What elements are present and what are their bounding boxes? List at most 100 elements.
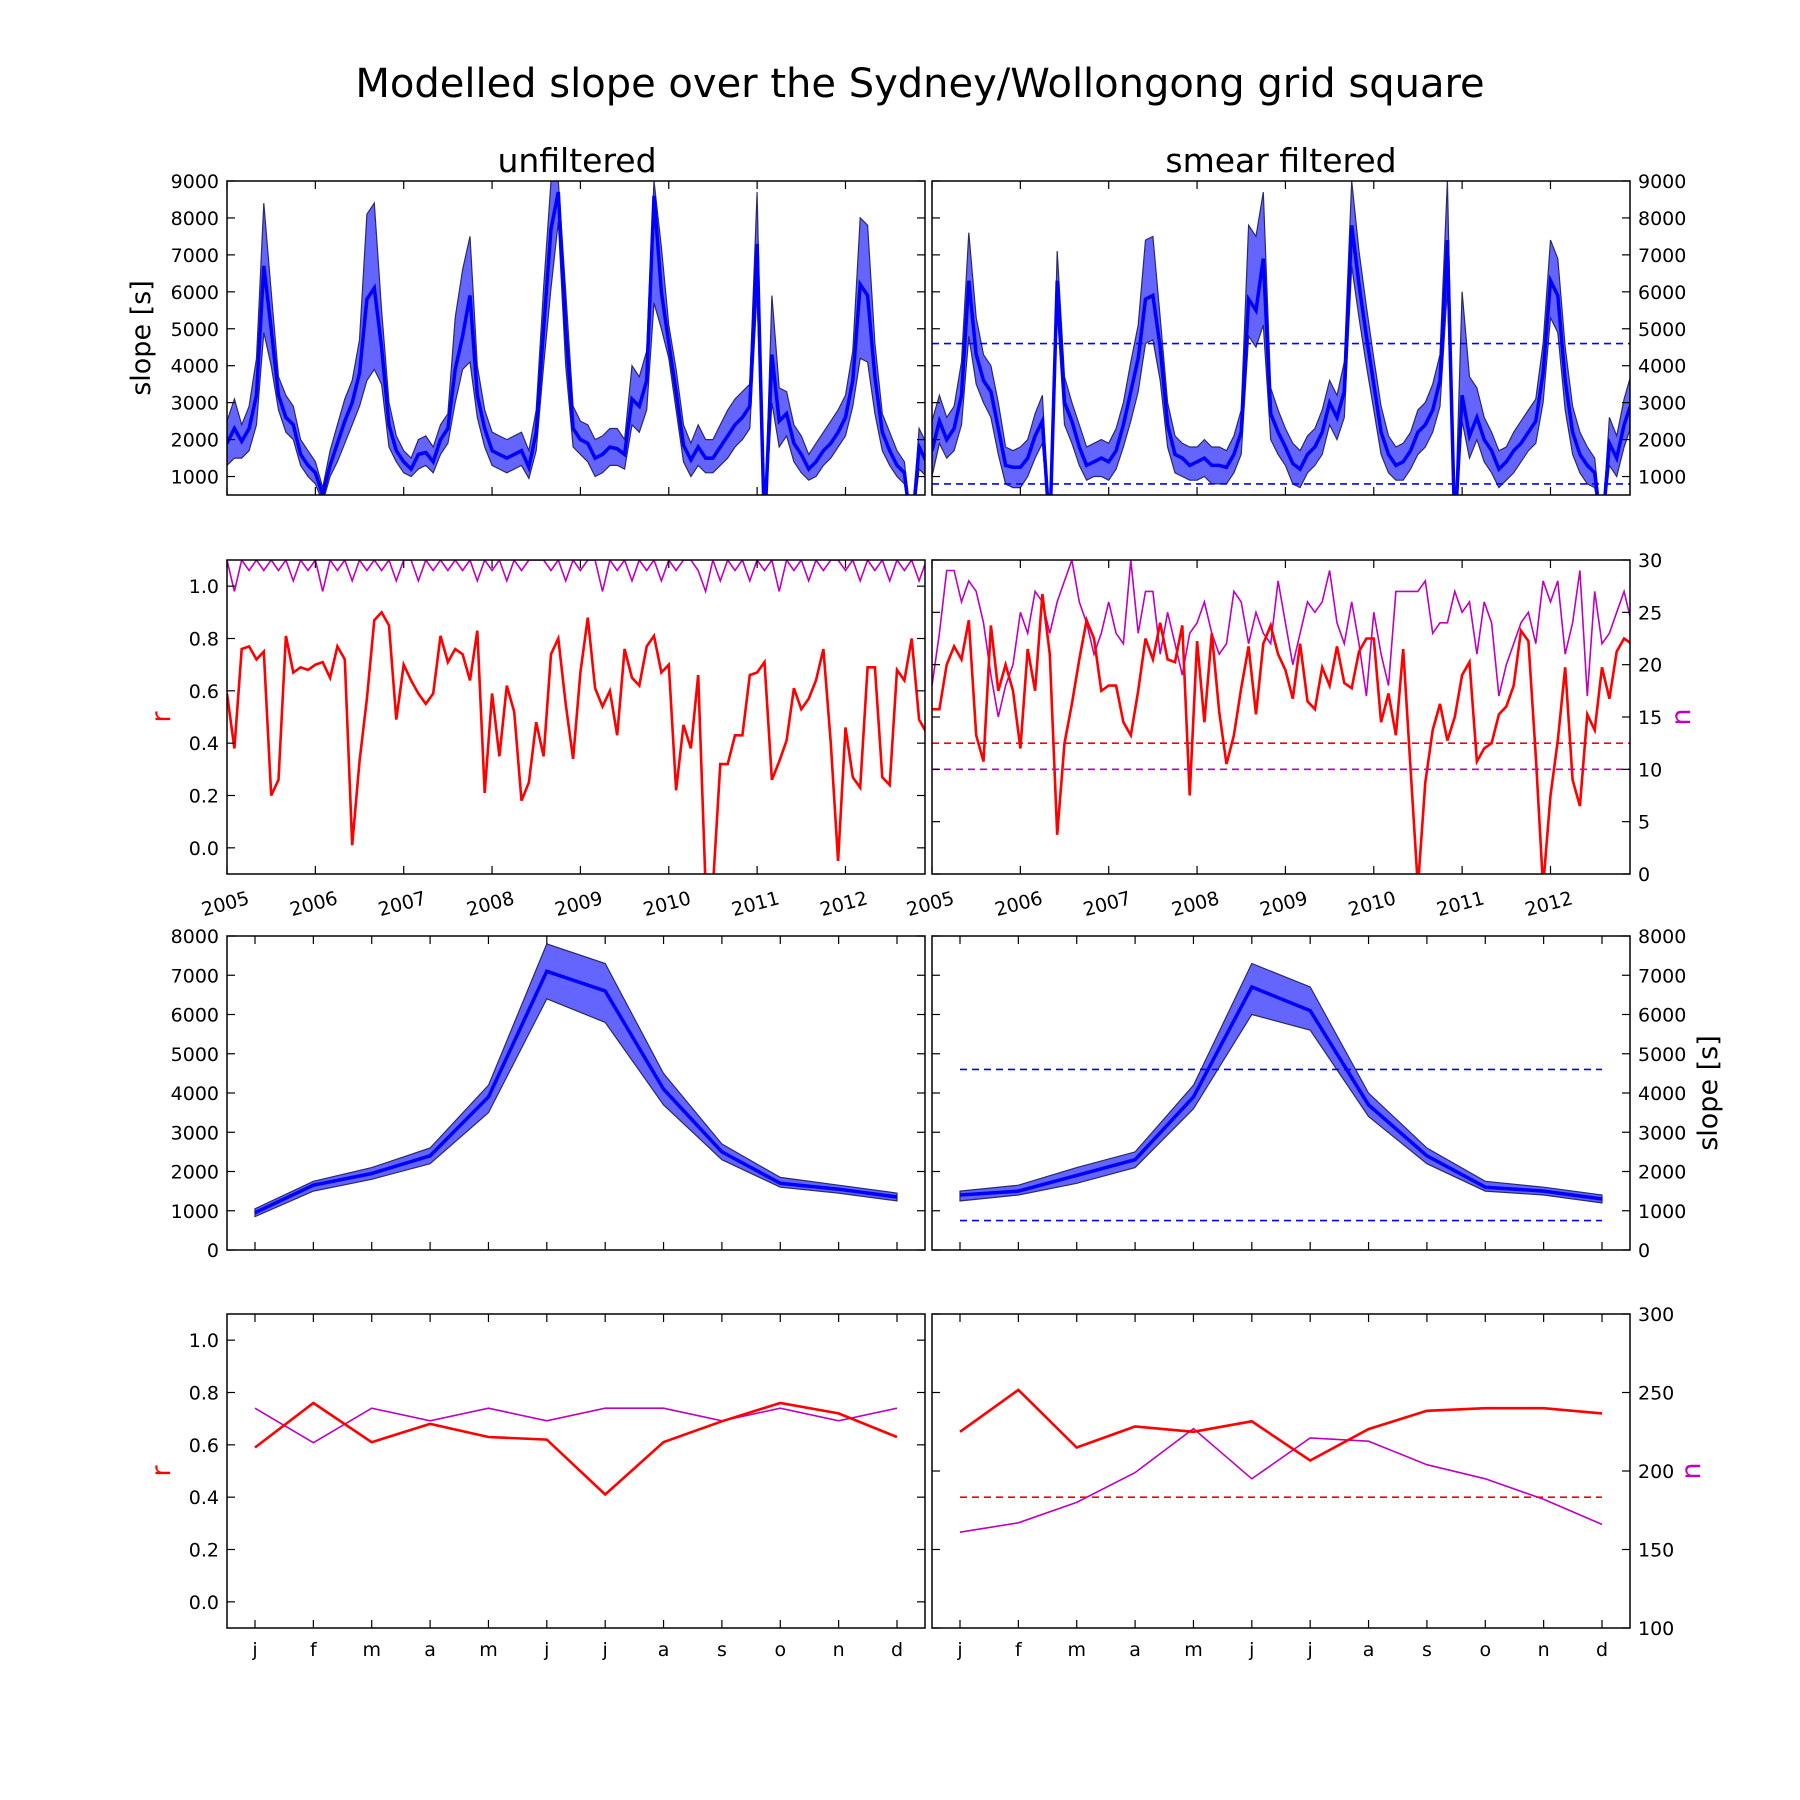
clim-r-n-filtered-xtick-label: j xyxy=(956,1639,962,1661)
ts-r-n-filtered-xtick-label: 2007 xyxy=(1081,887,1133,921)
ts-slope-filtered-ytick-label: 9000 xyxy=(1638,171,1686,193)
ts-slope-unfiltered-ytick-label: 1000 xyxy=(171,467,219,489)
clim-slope-filtered-ytick-label: 1000 xyxy=(1638,1201,1686,1223)
clim-slope-unfiltered-ytick-label: 5000 xyxy=(171,1044,219,1066)
ts-r-n-filtered-n-line xyxy=(932,560,1630,718)
ts-r-n-filtered-xtick-label: 2009 xyxy=(1258,887,1310,921)
clim-slope-filtered-confidence-band xyxy=(959,962,1603,1204)
clim-r-n-filtered-xtick-label: n xyxy=(1538,1639,1550,1661)
ts-r-n-unfiltered-xtick-label: 2007 xyxy=(376,887,428,921)
ts-r-n-unfiltered-frame xyxy=(226,559,926,875)
clim-slope-filtered-slope-line xyxy=(959,984,1603,1201)
ts-slope-unfiltered-slope-line xyxy=(227,191,925,495)
ts-slope-unfiltered-ytick-label: 6000 xyxy=(171,282,219,304)
clim-r-n-unfiltered-ytick-label: 0.0 xyxy=(189,1592,219,1614)
ts-slope-filtered-ytick-label: 1000 xyxy=(1638,467,1686,489)
clim-slope-unfiltered-confidence-band xyxy=(254,943,898,1218)
clim-r-n-filtered-xtick-label: j xyxy=(1248,1639,1254,1661)
clim-slope-unfiltered-ytick-label: 2000 xyxy=(171,1162,219,1184)
clim-r-n-unfiltered-xtick-label: n xyxy=(833,1639,845,1661)
ts-r-n-filtered-ytick-label: 0 xyxy=(1638,864,1650,886)
clim-r-n-filtered-ytick-label: 100 xyxy=(1638,1618,1674,1640)
ts-slope-unfiltered-ytick-label: 2000 xyxy=(171,430,219,452)
ts-r-n-unfiltered-xtick-label: 2009 xyxy=(553,887,605,921)
ts-slope-filtered-ytick-label: 6000 xyxy=(1638,282,1686,304)
ts-r-n-unfiltered-xtick-label: 2008 xyxy=(464,887,516,921)
ts-slope-unfiltered-ylabel: slope [s] xyxy=(126,280,157,396)
ts-slope-unfiltered-ytick-label: 7000 xyxy=(171,245,219,267)
clim-slope-filtered-ytick-label: 0 xyxy=(1638,1240,1650,1262)
clim-r-n-filtered-r-line xyxy=(959,1388,1603,1463)
clim-slope-filtered-ytick-label: 7000 xyxy=(1638,965,1686,987)
clim-slope-filtered-ytick-label: 3000 xyxy=(1638,1122,1686,1144)
ts-r-n-filtered-xtick-label: 2012 xyxy=(1523,887,1575,921)
clim-r-n-filtered-n-line xyxy=(959,1427,1603,1533)
ts-r-n-unfiltered-ytick-label: 0.2 xyxy=(189,786,219,808)
clim-r-n-unfiltered-ytick-label: 0.8 xyxy=(189,1383,219,1405)
clim-r-n-filtered-xtick-label: a xyxy=(1363,1639,1375,1661)
clim-r-n-unfiltered-xtick-label: j xyxy=(602,1639,608,1661)
clim-r-n-unfiltered-r-line xyxy=(254,1401,898,1497)
clim-r-n-filtered-xtick-label: f xyxy=(1015,1639,1023,1661)
clim-slope-filtered-ytick-label: 2000 xyxy=(1638,1162,1686,1184)
clim-r-n-unfiltered-xtick-label: s xyxy=(717,1639,727,1661)
clim-r-n-filtered-xtick-label: m xyxy=(1067,1639,1086,1661)
ts-slope-unfiltered-ytick-label: 4000 xyxy=(171,356,219,378)
clim-r-n-unfiltered-xtick-label: m xyxy=(479,1639,498,1661)
ts-r-n-unfiltered-xtick-label: 2012 xyxy=(818,887,870,921)
clim-slope-unfiltered-ytick-label: 1000 xyxy=(171,1201,219,1223)
clim-r-n-unfiltered-ytick-label: 0.2 xyxy=(189,1540,219,1562)
clim-r-n-filtered-ylabel: n xyxy=(1676,1462,1707,1479)
ts-r-n-unfiltered-ytick-label: 0.4 xyxy=(189,733,219,755)
ts-r-n-filtered-plot-area xyxy=(932,560,1630,874)
ts-r-n-unfiltered-xtick-label: 2006 xyxy=(288,887,340,921)
ts-r-n-unfiltered-ylabel: r xyxy=(146,711,177,723)
ts-r-n-unfiltered-xtick-label: 2005 xyxy=(199,887,251,921)
clim-slope-filtered-ytick-label: 8000 xyxy=(1638,926,1686,948)
clim-r-n-unfiltered-ytick-label: 0.4 xyxy=(189,1487,219,1509)
ts-r-n-filtered-xtick-label: 2008 xyxy=(1169,887,1221,921)
clim-slope-filtered-ytick-label: 5000 xyxy=(1638,1044,1686,1066)
clim-slope-filtered-plot-area xyxy=(959,962,1603,1222)
ts-r-n-unfiltered-plot-area xyxy=(227,560,925,874)
ts-r-n-filtered-ylabel: n xyxy=(1666,708,1697,725)
ts-slope-filtered-ytick-label: 5000 xyxy=(1638,319,1686,341)
clim-slope-filtered-ylabel: slope [s] xyxy=(1693,1035,1724,1151)
ts-r-n-filtered-xtick-label: 2006 xyxy=(993,887,1045,921)
ts-r-n-filtered-ytick-label: 25 xyxy=(1638,602,1662,624)
clim-r-n-filtered-xtick-label: m xyxy=(1184,1639,1203,1661)
clim-slope-unfiltered-ytick-label: 0 xyxy=(207,1240,219,1262)
ts-r-n-filtered-ytick-label: 30 xyxy=(1638,550,1662,572)
clim-slope-filtered-ytick-label: 6000 xyxy=(1638,1005,1686,1027)
clim-r-n-unfiltered-xtick-label: j xyxy=(251,1639,257,1661)
clim-r-n-filtered-xtick-label: a xyxy=(1129,1639,1141,1661)
clim-r-n-filtered-frame xyxy=(931,1313,1631,1629)
ts-r-n-filtered-ytick-label: 5 xyxy=(1638,812,1650,834)
clim-r-n-filtered-ytick-label: 300 xyxy=(1638,1304,1674,1326)
ts-slope-filtered-slope-line xyxy=(932,225,1630,495)
clim-r-n-unfiltered-ytick-label: 1.0 xyxy=(189,1330,219,1352)
clim-r-n-unfiltered-xtick-label: a xyxy=(424,1639,436,1661)
clim-r-n-unfiltered-xtick-label: j xyxy=(543,1639,549,1661)
clim-slope-unfiltered-slope-line xyxy=(254,969,898,1215)
ts-r-n-unfiltered-ytick-label: 1.0 xyxy=(189,576,219,598)
ts-r-n-filtered-ytick-label: 20 xyxy=(1638,655,1662,677)
clim-r-n-filtered-plot-area xyxy=(959,1388,1603,1533)
ts-r-n-filtered-ytick-label: 15 xyxy=(1638,707,1662,729)
clim-r-n-unfiltered-xtick-label: m xyxy=(362,1639,381,1661)
column-title-unfiltered: unfiltered xyxy=(497,141,656,180)
clim-r-n-filtered-ytick-label: 250 xyxy=(1638,1383,1674,1405)
ts-slope-filtered-ytick-label: 4000 xyxy=(1638,356,1686,378)
ts-r-n-unfiltered-ytick-label: 0.6 xyxy=(189,681,219,703)
ts-r-n-filtered-frame xyxy=(931,559,1631,875)
clim-r-n-unfiltered-n-line xyxy=(254,1407,898,1444)
clim-slope-unfiltered-ytick-label: 3000 xyxy=(171,1122,219,1144)
clim-slope-unfiltered-ytick-label: 6000 xyxy=(171,1005,219,1027)
clim-r-n-unfiltered-xtick-label: o xyxy=(774,1639,786,1661)
clim-r-n-unfiltered-ytick-label: 0.6 xyxy=(189,1435,219,1457)
ts-r-n-filtered-r-line xyxy=(932,593,1630,874)
clim-r-n-unfiltered-xtick-label: d xyxy=(891,1639,903,1661)
ts-slope-filtered-ytick-label: 7000 xyxy=(1638,245,1686,267)
clim-r-n-unfiltered-ylabel: r xyxy=(146,1465,177,1477)
